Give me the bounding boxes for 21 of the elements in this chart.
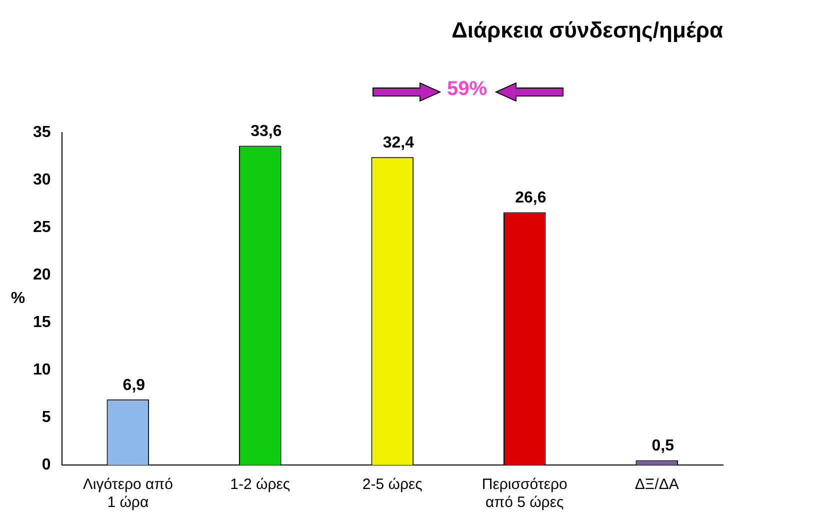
y-tick-label: 30 <box>33 171 51 188</box>
y-tick-label: 15 <box>33 314 51 331</box>
y-tick-label: 10 <box>33 361 51 378</box>
x-tick-label: ΔΞ/ΔΑ <box>634 476 679 494</box>
chart-title: Διάρκεια σύνδεσης/ημέρα <box>452 17 724 42</box>
x-tick-label: 2-5 ώρες <box>362 476 422 494</box>
data-label: 6,9 <box>122 376 146 394</box>
y-axis-title: % <box>10 290 26 308</box>
y-tick-label: 5 <box>42 408 51 426</box>
data-label: 32,4 <box>382 134 414 152</box>
x-tick-label: Περισσότερο από 5 ώρες <box>482 476 568 512</box>
x-tick-label: 1-2 ώρες <box>230 476 290 494</box>
y-tick-label: 25 <box>33 218 51 236</box>
y-tick-label: 0 <box>42 456 51 474</box>
text: 59% <box>446 78 488 101</box>
data-label: 0,5 <box>652 438 674 455</box>
data-label: 26,6 <box>515 190 546 207</box>
x-tick-label: Λιγότερο από 1 ώρα <box>82 476 173 512</box>
y-tick-label: 20 <box>33 266 51 284</box>
data-label: 33,6 <box>250 123 282 140</box>
y-tick-label: 35 <box>33 124 51 141</box>
